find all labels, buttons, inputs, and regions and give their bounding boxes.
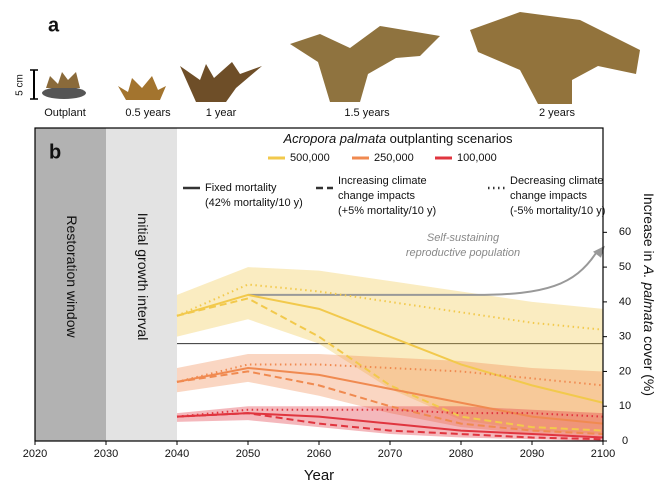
coral — [46, 72, 80, 88]
panel-label: b — [49, 141, 61, 163]
annotation-arrow — [248, 252, 597, 296]
series-line — [176, 297, 604, 432]
legend-label: 250,000 — [374, 152, 414, 164]
y-tick-label: 40 — [619, 296, 631, 308]
x-tick-label: 2040 — [165, 448, 189, 460]
stage-label: 1.5 years — [344, 107, 390, 119]
x-tick-label: 2060 — [307, 448, 331, 460]
stage-label: 1 year — [206, 107, 237, 119]
coral — [180, 62, 262, 102]
legend-label: (-5% mortality/10 y) — [510, 205, 605, 217]
period-label: Restoration window — [64, 215, 80, 338]
series-line — [176, 366, 604, 425]
x-tick-label: 2080 — [449, 448, 473, 460]
x-tick-label: 2050 — [236, 448, 260, 460]
y-tick-label: 0 — [622, 435, 628, 447]
stage-label: Outplant — [44, 107, 86, 119]
chart: Restoration window Initial growth interva… — [23, 127, 657, 484]
legend-label: Fixed mortality — [205, 182, 277, 194]
y-tick-label: 20 — [619, 365, 631, 377]
legend-title: Acropora palmata outplanting scenarios — [282, 131, 513, 146]
y-axis-label-part: A. palmata — [641, 264, 657, 332]
x-tick-label: 2090 — [520, 448, 544, 460]
annotation: reproductive population — [406, 247, 520, 259]
coral — [290, 26, 440, 102]
stage-label: 2 years — [539, 107, 576, 119]
period-shade — [106, 128, 177, 441]
x-tick-label: 2020 — [23, 448, 47, 460]
period-shade — [35, 128, 106, 441]
y-tick-label: 50 — [619, 261, 631, 273]
coral — [118, 76, 166, 100]
y-tick-label: 60 — [619, 226, 631, 238]
x-tick-label: 2070 — [378, 448, 402, 460]
x-tick-label: 2030 — [94, 448, 118, 460]
y-axis-label-part: cover (%) — [641, 332, 657, 396]
coral-base — [42, 87, 86, 99]
annotation-arrowhead — [593, 245, 605, 258]
y-axis-label: Increase in A. palmata cover (%) — [641, 193, 657, 396]
series-line — [176, 363, 604, 387]
legend-title-part: outplanting scenarios — [386, 131, 513, 146]
legend-label: change impacts — [338, 190, 416, 202]
legend-label: 100,000 — [457, 152, 497, 164]
y-tick-label: 30 — [619, 331, 631, 343]
legend-label: Increasing climate — [338, 175, 427, 187]
legend-label: (42% mortality/10 y) — [205, 197, 303, 209]
series-line — [176, 283, 604, 331]
annotation: Self-sustaining — [427, 232, 500, 244]
x-tick-label: 2100 — [591, 448, 615, 460]
period-label: Initial growth interval — [135, 213, 151, 341]
legend-label: (+5% mortality/10 y) — [338, 205, 436, 217]
series-line — [176, 293, 604, 404]
stage-labels: Outplant 0.5 years 1 year 1.5 years 2 years — [44, 107, 575, 119]
coral-images — [42, 12, 640, 104]
legend-label: 500,000 — [290, 152, 330, 164]
y-tick-label: 10 — [619, 400, 631, 412]
panel-label: a — [48, 14, 60, 36]
x-axis-label: Year — [304, 467, 334, 484]
legend-title-part: Acropora palmata — [282, 131, 386, 146]
series-line — [176, 412, 604, 441]
series-line — [176, 408, 604, 418]
series-line — [176, 370, 604, 436]
uncertainty-band — [177, 267, 603, 435]
y-axis-label-part: Increase in — [641, 193, 657, 265]
legend-label: change impacts — [510, 190, 588, 202]
legend-label: Decreasing climate — [510, 175, 604, 187]
stage-label: 0.5 years — [125, 107, 171, 119]
coral — [470, 12, 640, 104]
scale-label: 5 cm — [15, 74, 26, 96]
